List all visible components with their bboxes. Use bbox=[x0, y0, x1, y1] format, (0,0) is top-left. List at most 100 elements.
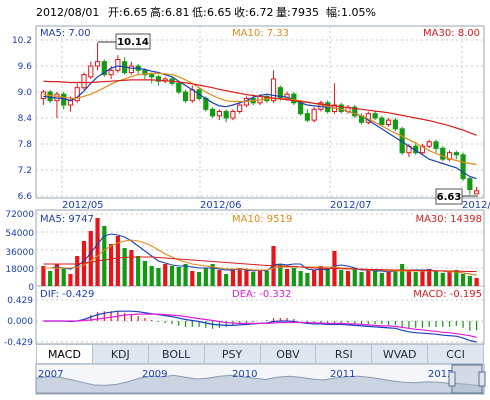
candle-body bbox=[115, 59, 121, 71]
tab-rsi[interactable]: RSI bbox=[316, 345, 373, 363]
volume-bar bbox=[474, 278, 479, 286]
year-label: 2007 bbox=[38, 369, 63, 380]
candle-body bbox=[237, 104, 243, 112]
candle-body bbox=[81, 74, 87, 89]
candle-body bbox=[128, 65, 134, 73]
volume-bar bbox=[325, 268, 330, 286]
volume-bar bbox=[460, 274, 466, 286]
range-handle-right[interactable] bbox=[478, 371, 486, 387]
tab-psy[interactable]: PSY bbox=[205, 345, 261, 363]
candle-body bbox=[298, 102, 304, 115]
candle-body bbox=[433, 141, 439, 149]
max-price-label: 10.14 bbox=[117, 37, 149, 48]
candle-body bbox=[291, 93, 297, 104]
volume-bar bbox=[149, 266, 154, 286]
price-ma30-line bbox=[43, 79, 477, 136]
volume-bar bbox=[169, 266, 175, 286]
overview-area-path bbox=[35, 374, 485, 394]
volume-bar bbox=[54, 264, 60, 286]
volume-bar bbox=[278, 264, 283, 286]
volume-bar bbox=[217, 270, 222, 286]
volume-bar bbox=[372, 271, 378, 286]
candle-body bbox=[216, 111, 222, 117]
volume-bar bbox=[75, 256, 80, 286]
macd-lines-layer bbox=[43, 310, 477, 343]
candle-body bbox=[94, 61, 101, 67]
volume-bar bbox=[136, 256, 141, 286]
price-ma30-legend: MA30: 8.00 bbox=[423, 28, 480, 39]
volume-bar bbox=[447, 272, 452, 286]
candle-body bbox=[230, 111, 236, 119]
volume-bar bbox=[210, 264, 215, 286]
volume-bar bbox=[359, 272, 364, 286]
volume-bar bbox=[122, 248, 127, 286]
macd-tick-label: 0.000 bbox=[7, 317, 33, 327]
volume-bar bbox=[95, 218, 100, 286]
volume-bar bbox=[183, 264, 188, 286]
candle-body bbox=[155, 76, 162, 82]
price-tick-label: 8.4 bbox=[18, 114, 33, 124]
volume-bar bbox=[163, 264, 168, 286]
price-ma-lines bbox=[43, 65, 477, 180]
tab-cci[interactable]: CCI bbox=[446, 347, 465, 361]
range-handle-left[interactable] bbox=[448, 371, 456, 387]
volume-bar bbox=[230, 269, 236, 286]
price-tick-label: 7.2 bbox=[18, 166, 32, 176]
tab-kdj[interactable]: KDJ bbox=[93, 345, 149, 363]
candle-body bbox=[460, 154, 466, 180]
price-ma10-line bbox=[43, 72, 477, 165]
volume-ma30-line bbox=[43, 256, 477, 273]
candle-body bbox=[311, 108, 317, 121]
candle-body bbox=[88, 65, 94, 78]
volume-bar bbox=[291, 268, 296, 286]
header-low-value: 6.65 bbox=[207, 6, 232, 19]
volume-bar bbox=[400, 264, 405, 286]
macd-dea-legend: DEA: -0.332 bbox=[232, 289, 291, 300]
candle-body bbox=[453, 152, 459, 156]
date-label: 2012/06 bbox=[200, 200, 242, 211]
candle-body bbox=[304, 113, 310, 121]
candle-body bbox=[392, 119, 398, 130]
tab-boll[interactable]: BOLL bbox=[149, 345, 205, 363]
candle-body bbox=[182, 91, 189, 102]
volume-bar bbox=[339, 270, 344, 286]
header-low-label: 低: bbox=[192, 6, 207, 19]
volume-bar bbox=[305, 273, 310, 286]
header-high-label: 高: bbox=[150, 5, 165, 19]
header-close-label: 收: bbox=[234, 5, 249, 19]
price-ma5-line bbox=[43, 65, 477, 180]
volume-bar bbox=[264, 271, 269, 286]
volume-ma5-legend: MA5: 9747 bbox=[40, 214, 94, 225]
volume-bar bbox=[298, 271, 303, 286]
price-tick-label: 9.0 bbox=[18, 88, 33, 98]
header-volume-value: 7935 bbox=[291, 6, 319, 19]
volume-bar bbox=[413, 272, 418, 286]
range-selector[interactable] bbox=[448, 364, 486, 394]
volume-bar bbox=[406, 270, 412, 286]
year-label: 2011 bbox=[330, 369, 355, 380]
candle-body bbox=[101, 61, 107, 76]
last-price-marker: 6.63 bbox=[435, 188, 478, 205]
candle-body bbox=[372, 113, 378, 119]
volume-tick-label: 54000 bbox=[5, 229, 34, 239]
volume-bar bbox=[433, 271, 439, 286]
candle-body bbox=[426, 141, 432, 147]
volume-bar bbox=[102, 226, 107, 286]
price-tick-label: 6.6 bbox=[18, 192, 33, 202]
price-ma5-legend: MA5: 7.00 bbox=[40, 28, 91, 39]
candle-body bbox=[210, 108, 216, 117]
volume-bar bbox=[176, 267, 181, 286]
volume-bar bbox=[190, 271, 195, 286]
macd-tick-label: 0.429 bbox=[7, 296, 33, 306]
candle-body bbox=[142, 69, 148, 76]
volume-bar bbox=[61, 268, 66, 286]
tab-obv[interactable]: OBV bbox=[261, 345, 317, 363]
tab-wvad[interactable]: WVAD bbox=[372, 345, 429, 363]
header-date: 2012/08/01 bbox=[36, 6, 99, 19]
tab-macd[interactable]: MACD bbox=[37, 345, 93, 363]
date-label: 2012/07 bbox=[330, 200, 372, 211]
volume-bar bbox=[312, 270, 317, 286]
candle-body bbox=[270, 78, 277, 102]
